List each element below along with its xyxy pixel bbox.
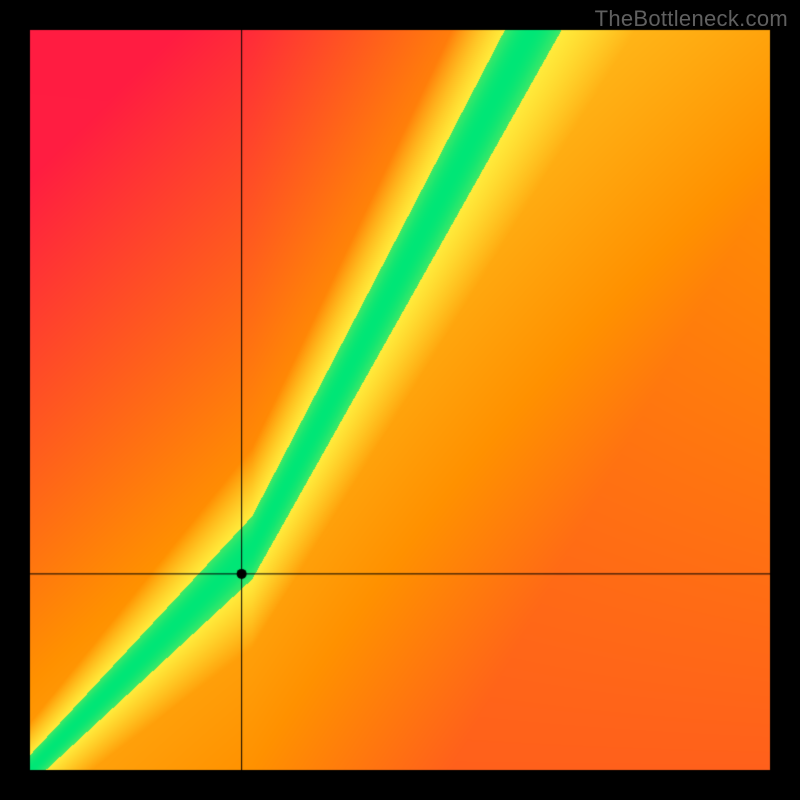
heatmap-canvas xyxy=(0,0,800,800)
watermark-text: TheBottleneck.com xyxy=(595,6,788,32)
chart-container: TheBottleneck.com xyxy=(0,0,800,800)
